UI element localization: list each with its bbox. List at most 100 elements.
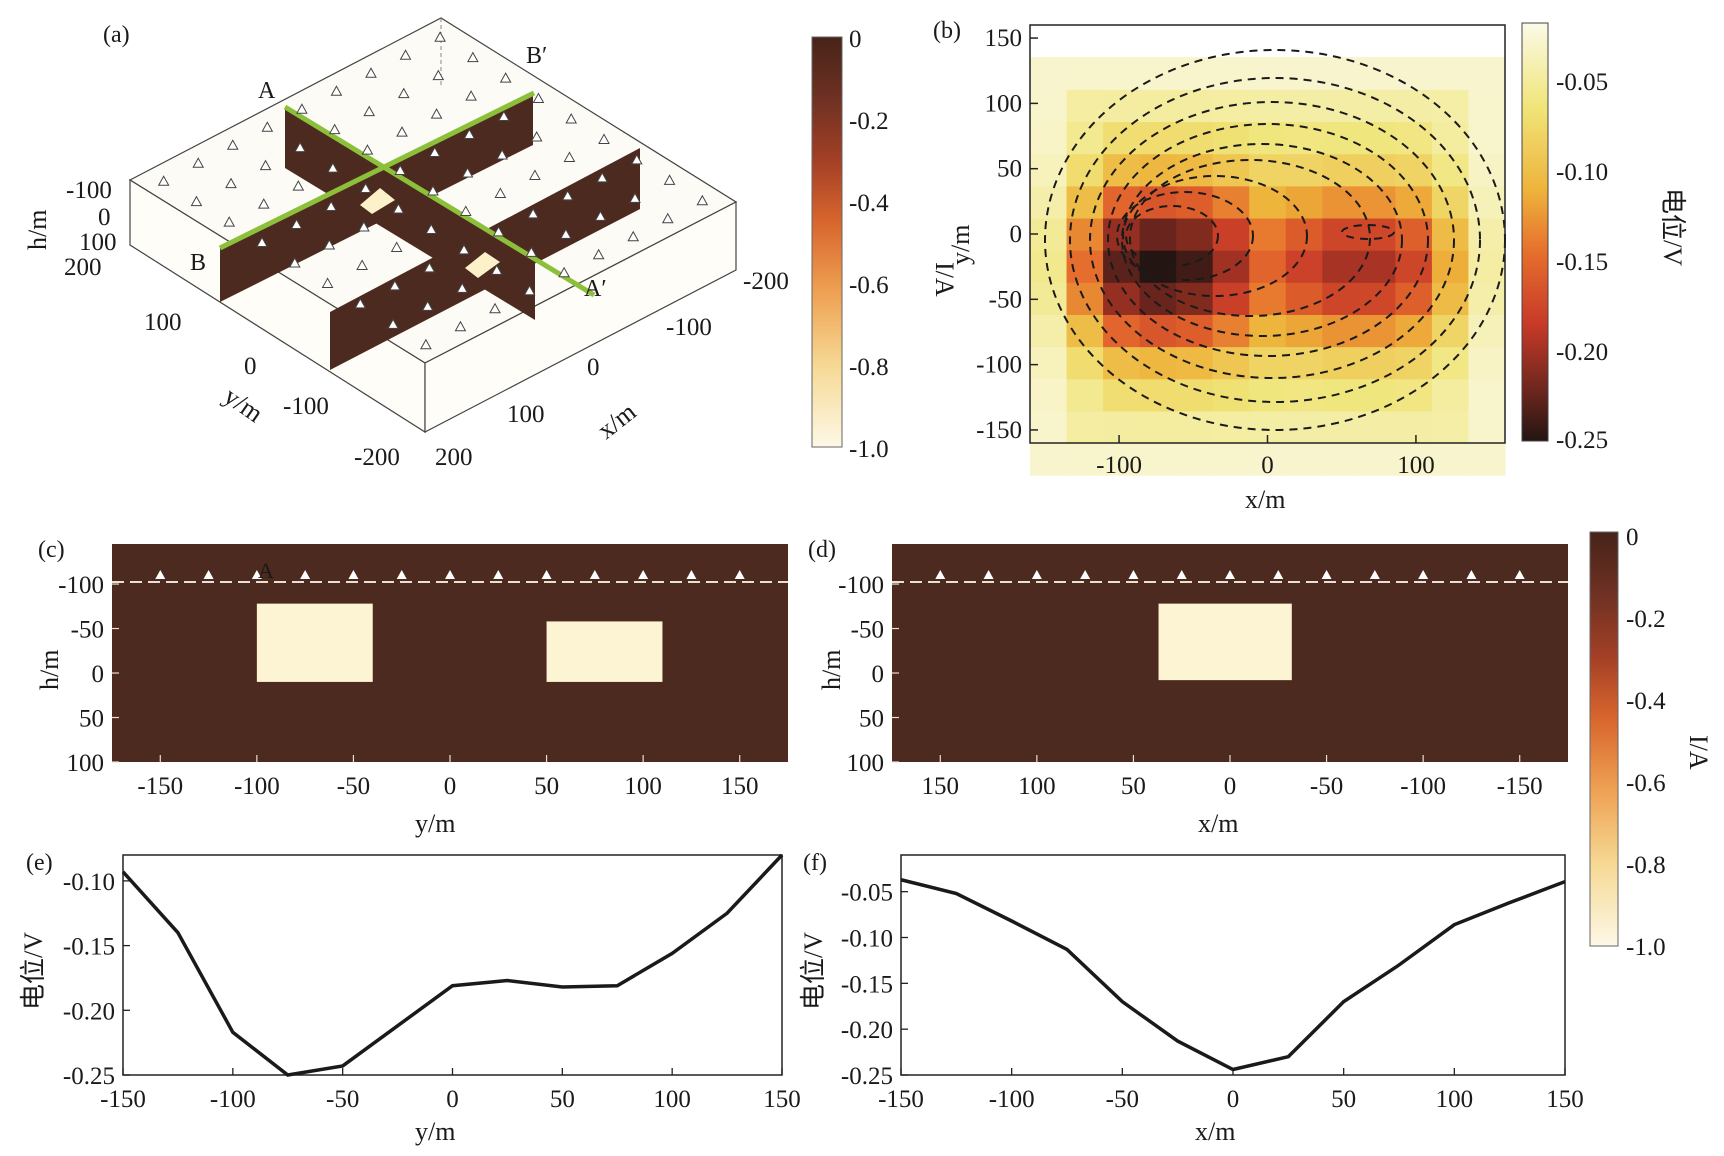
heatmap-cell	[1468, 443, 1506, 476]
electrode-marker	[734, 570, 745, 580]
electrode-marker	[256, 236, 268, 248]
heatmap-cell	[1468, 185, 1506, 219]
electrode-marker	[1321, 570, 1332, 580]
electrode-marker	[359, 182, 372, 194]
x-axis-label: x/m	[592, 397, 642, 445]
y-tick-label: -0.25	[841, 1063, 893, 1090]
heatmap-cell	[1468, 250, 1506, 283]
electrode-marker	[494, 187, 507, 198]
electrode-marker	[629, 192, 641, 203]
heatmap-cell	[1285, 346, 1323, 380]
b-y-tick-label: 0	[1010, 221, 1023, 248]
heatmap-cell	[1030, 314, 1068, 348]
plot-area-e	[122, 854, 783, 1076]
e-y-axis-label: 电位/V	[19, 932, 48, 1010]
heatmap-cell	[1358, 410, 1396, 444]
profile-line-aa	[283, 104, 596, 298]
heatmap-cell	[1176, 153, 1214, 187]
heatmap-cell	[1212, 57, 1250, 90]
d-x-axis-label: x/m	[1198, 809, 1238, 838]
panel-f: (f) -150 -100 -50 0 50 100 150-0.05-0.10-0.15-…	[799, 850, 1584, 1146]
heatmap-cell	[1249, 314, 1287, 348]
heatmap-cell	[1358, 57, 1396, 90]
heatmap-cell	[1030, 443, 1068, 476]
x-tick-label: -150	[878, 1086, 924, 1113]
e-axes: -150 -100 -50 0 50 100 150 -0.10 -0.15 -0.20 -0.25	[63, 869, 801, 1113]
x-tick-label: 0	[446, 1086, 459, 1113]
resistive-body	[546, 621, 663, 682]
colorbar-tick: -0.20	[1556, 339, 1608, 366]
h-axis-label: h/m	[23, 210, 52, 250]
b-y-tick-label: -50	[989, 286, 1022, 313]
x-tick-label: 50	[1121, 773, 1146, 800]
heatmap-cell	[1431, 314, 1470, 348]
heatmap-cell	[1103, 57, 1141, 90]
colorbar-a: 0 -0.2 -0.4 -0.6 -0.8 -1.0 I/A	[811, 26, 959, 463]
electrode-marker	[321, 277, 334, 288]
electrode-marker	[463, 128, 476, 140]
heatmap-cell	[1030, 121, 1068, 155]
heatmap-cell	[1468, 378, 1506, 412]
heatmap-cell	[1139, 121, 1177, 155]
electrode-marker	[330, 85, 343, 96]
electrode-marker	[390, 241, 403, 252]
h-axis-3d: -100 0 100 200 h/m	[23, 177, 117, 281]
x-tick-label: 50	[1331, 1086, 1356, 1113]
heatmap-cell	[1212, 250, 1250, 283]
b-x-tick-label: -100	[1096, 452, 1142, 479]
heatmap-cell	[1322, 217, 1360, 251]
x-tick-label: -150	[1497, 773, 1543, 800]
heatmap-cell	[1249, 89, 1287, 123]
heatmap-cell	[1468, 314, 1506, 348]
heatmap-cell	[1030, 410, 1068, 444]
x-tick-label: -50	[337, 773, 370, 800]
panel-d-label: (d)	[808, 537, 836, 563]
heatmap-cell	[1468, 121, 1506, 155]
electrode-marker	[296, 103, 308, 114]
profile-line-bb	[218, 90, 536, 251]
y-tick-label: -100	[838, 572, 884, 599]
heatmap-cell	[1285, 57, 1323, 90]
colorbar-tick: -1.0	[849, 436, 889, 463]
panel-a: (a) A A′ B B′ -100 0 100 200 h/m	[23, 17, 959, 471]
heatmap-cell	[1249, 250, 1287, 283]
electrode-marker	[598, 133, 610, 144]
heatmap-cell	[1030, 57, 1068, 90]
electrode-marker	[365, 67, 377, 78]
heatmap-cell	[1030, 89, 1068, 123]
profile-label-b-prime: B′	[526, 43, 547, 69]
heatmap-cell	[1176, 217, 1214, 251]
electrode-marker	[396, 570, 407, 580]
heatmap-cell	[1066, 217, 1104, 251]
d-y-axis-label: h/m	[817, 650, 846, 690]
electrode-marker	[427, 184, 439, 196]
electrode-marker	[630, 153, 643, 165]
electrode-marker	[225, 177, 237, 189]
electrode-marker	[627, 230, 640, 242]
colorbar-tick: -0.6	[849, 272, 889, 299]
heatmap-cell	[1431, 410, 1470, 444]
x-tick-label: -100	[989, 1086, 1035, 1113]
heatmap-cell	[1176, 443, 1214, 476]
electrode-marker	[459, 205, 472, 216]
c-y-axis-label: h/m	[35, 650, 64, 690]
x-tick-label: 100	[624, 773, 662, 800]
y-tick-label: -0.10	[63, 869, 115, 896]
electrode-marker	[1176, 570, 1187, 580]
electrode-marker	[300, 570, 311, 580]
x-tick-label: 150	[1546, 1086, 1584, 1113]
heatmap-cell	[1395, 185, 1433, 219]
electrode-marker	[327, 162, 339, 173]
x-tick: -200	[743, 268, 789, 295]
electrode-marker	[489, 302, 501, 314]
heatmap-cell	[1176, 57, 1214, 90]
electrode-marker	[589, 570, 600, 580]
heatmap-cell	[1395, 282, 1433, 315]
heatmap-cell	[1249, 185, 1287, 219]
heatmap-cell	[1212, 443, 1250, 476]
heatmap-cell	[1322, 282, 1360, 315]
heatmap-cell	[1066, 443, 1104, 476]
colorbar-tick: -0.8	[849, 354, 889, 381]
heatmap-cell	[1431, 153, 1470, 187]
